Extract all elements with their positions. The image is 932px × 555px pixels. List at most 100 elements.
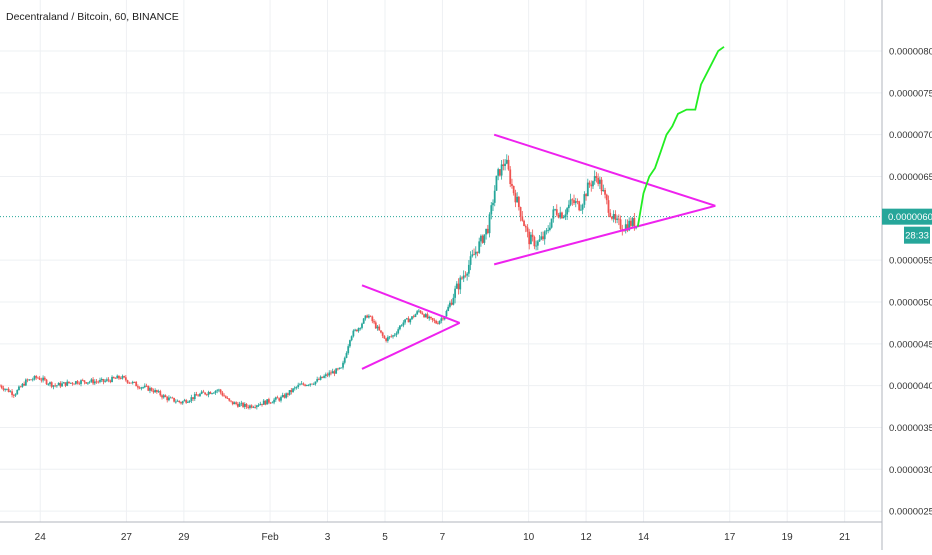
candle xyxy=(397,329,400,334)
candle xyxy=(309,383,312,385)
candle xyxy=(421,312,424,315)
candle xyxy=(87,382,89,384)
candle xyxy=(214,390,217,393)
candle xyxy=(338,367,341,369)
candle xyxy=(561,212,563,219)
candle xyxy=(502,164,505,166)
candle xyxy=(461,277,463,279)
candle xyxy=(526,227,529,232)
candle xyxy=(366,315,369,318)
candle xyxy=(507,159,510,170)
candle xyxy=(164,395,167,397)
candle xyxy=(235,402,238,404)
candle xyxy=(559,212,562,218)
candle xyxy=(571,199,574,201)
candle xyxy=(414,314,417,317)
candle xyxy=(500,164,503,176)
candle xyxy=(236,403,239,407)
candle xyxy=(304,384,307,386)
candle xyxy=(105,379,108,381)
candle xyxy=(361,323,363,328)
candle xyxy=(221,392,224,396)
candle xyxy=(321,376,324,378)
candle xyxy=(454,288,456,298)
candle xyxy=(426,314,429,319)
candle xyxy=(281,395,284,398)
candle xyxy=(617,218,620,220)
candle xyxy=(554,209,556,211)
candle xyxy=(340,367,343,369)
candle xyxy=(80,380,82,384)
candle xyxy=(297,384,300,388)
candle xyxy=(312,384,315,385)
candle xyxy=(319,376,322,380)
candle xyxy=(121,376,124,379)
candle xyxy=(578,201,581,211)
candle xyxy=(598,179,601,184)
candle xyxy=(492,202,494,206)
candle xyxy=(52,385,55,387)
candle xyxy=(481,235,484,243)
candle xyxy=(19,386,22,388)
candle xyxy=(498,169,501,176)
candle xyxy=(231,401,234,405)
candle xyxy=(149,388,151,391)
candle xyxy=(595,176,598,178)
candle xyxy=(581,204,584,210)
candle xyxy=(535,245,537,247)
candle xyxy=(593,176,596,182)
candle xyxy=(483,234,486,243)
price-label-box xyxy=(882,208,932,225)
candle xyxy=(21,383,24,387)
candle xyxy=(228,398,231,401)
candle xyxy=(592,181,594,187)
candle xyxy=(630,220,632,226)
candle xyxy=(199,393,201,397)
candle xyxy=(171,397,174,399)
candle xyxy=(343,357,346,363)
candle xyxy=(548,227,551,230)
candle xyxy=(12,394,15,396)
candle xyxy=(473,254,475,256)
candle xyxy=(380,330,382,333)
candle xyxy=(7,388,10,392)
candle xyxy=(78,383,81,385)
candle xyxy=(557,214,560,218)
candle xyxy=(459,277,462,290)
candle xyxy=(469,256,472,265)
candle xyxy=(264,400,267,405)
candle xyxy=(73,383,76,385)
candle xyxy=(145,385,148,387)
x-tick-label: 12 xyxy=(581,532,593,543)
candle xyxy=(323,376,325,378)
candle xyxy=(112,376,115,379)
candle xyxy=(512,185,515,194)
candle xyxy=(536,241,539,246)
candle xyxy=(202,391,205,393)
candle xyxy=(128,382,131,384)
candle xyxy=(0,385,1,387)
candle xyxy=(47,384,50,385)
candle xyxy=(545,230,548,232)
triangle-1-lower-line xyxy=(361,321,461,370)
candle xyxy=(180,402,182,404)
candle xyxy=(114,378,117,379)
candle xyxy=(271,402,274,404)
candle xyxy=(37,377,39,379)
candle xyxy=(147,385,150,391)
candle xyxy=(88,381,91,383)
candle xyxy=(345,353,348,358)
candle xyxy=(392,335,394,337)
candle xyxy=(447,306,450,311)
candle xyxy=(83,380,86,383)
candle xyxy=(57,382,60,386)
candle xyxy=(431,318,434,321)
candle xyxy=(254,407,257,408)
candle xyxy=(135,381,138,387)
candle xyxy=(354,329,356,331)
candle xyxy=(428,316,431,319)
candle xyxy=(393,334,396,336)
candle xyxy=(159,391,162,396)
